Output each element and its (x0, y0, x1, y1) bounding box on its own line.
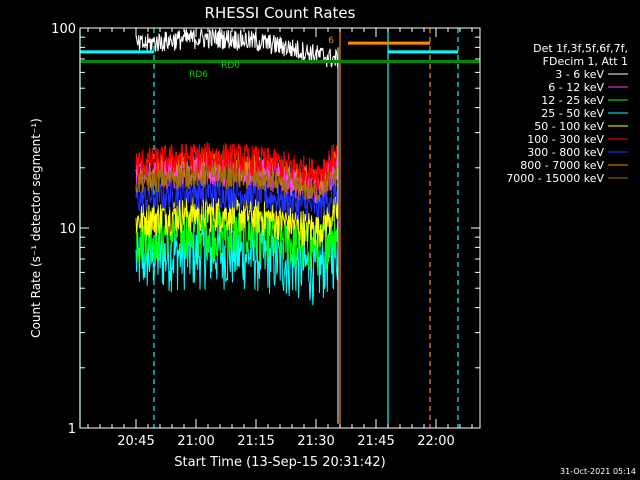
y-tick-label-0: 1 (68, 422, 76, 437)
annotation-2: 6 (328, 36, 334, 46)
x-tick-label-5: 22:00 (417, 434, 454, 449)
legend-label-5: 100 - 300 keV (527, 133, 604, 146)
x-tick-label-3: 21:30 (297, 434, 334, 449)
y-tick-label-1: 10 (59, 222, 76, 237)
x-tick-label-0: 20:45 (117, 434, 154, 449)
chart-title: RHESSI Count Rates (205, 4, 356, 22)
legend-label-3: 25 - 50 keV (541, 107, 604, 120)
legend-label-1: 6 - 12 keV (548, 81, 604, 94)
y-axis-label: Count Rate (s⁻¹ detector segment⁻¹) (29, 118, 43, 338)
x-axis-label: Start Time (13-Sep-15 20:31:42) (174, 455, 385, 470)
series-line-5 (135, 141, 339, 191)
y-tick-label-2: 100 (51, 22, 76, 37)
legend-label-8: 7000 - 15000 keV (506, 172, 604, 185)
legend-label-0: 3 - 6 keV (555, 68, 604, 81)
annotation-0: RD6 (189, 70, 208, 80)
annotation-1: RD0 (221, 61, 240, 71)
legend-header-1: FDecim 1, Att 1 (543, 55, 628, 68)
x-tick-label-2: 21:15 (237, 434, 274, 449)
annotations: RD6 RD0 6 (189, 36, 334, 80)
legend-header-0: Det 1f,3f,5f,6f,7f, (533, 42, 628, 55)
axis-ticks: 1 10 100 20:45 21:00 21:15 21:30 21:45 22:00 (51, 22, 480, 449)
legend-label-7: 800 - 7000 keV (520, 159, 604, 172)
legend: Det 1f,3f,5f,6f,7f,FDecim 1, Att 13 - 6 … (506, 42, 628, 185)
x-tick-label-1: 21:00 (177, 434, 214, 449)
flag-bars (80, 41, 480, 63)
series-lines (135, 28, 339, 424)
series-line-0 (135, 28, 339, 69)
legend-label-2: 12 - 25 keV (541, 94, 604, 107)
legend-label-6: 300 - 800 keV (527, 146, 604, 159)
legend-label-4: 50 - 100 keV (534, 120, 604, 133)
x-tick-label-4: 21:45 (357, 434, 394, 449)
timestamp: 31-Oct-2021 05:14 (560, 467, 636, 476)
